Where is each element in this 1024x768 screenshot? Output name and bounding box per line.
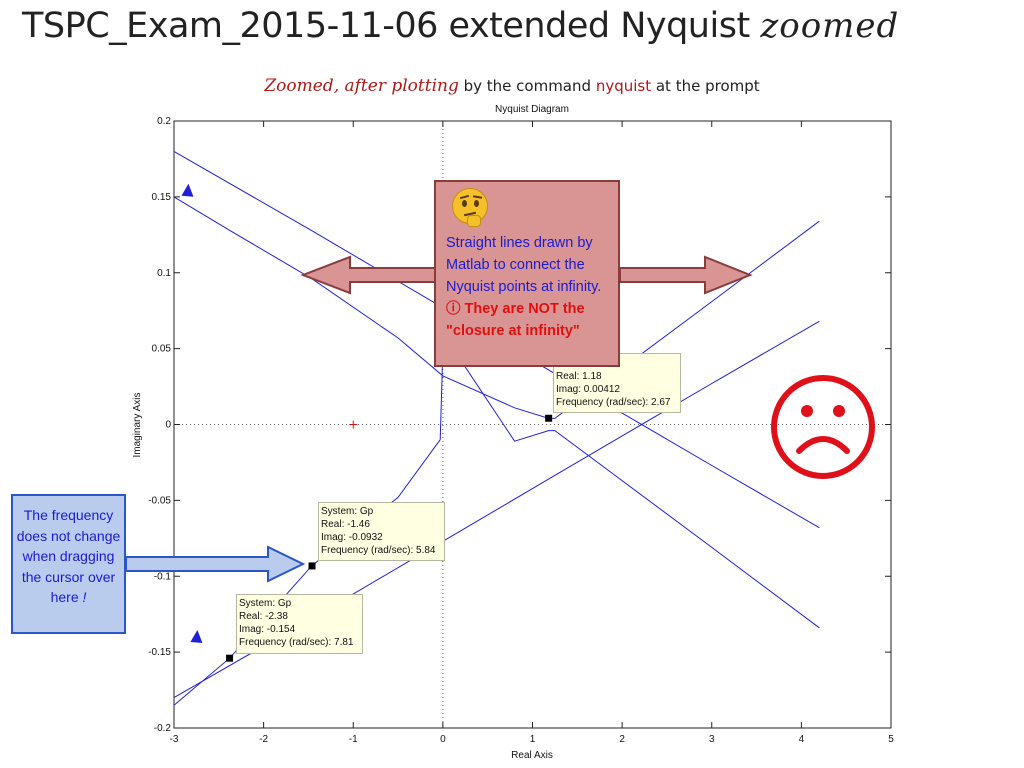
y-axis-label: Imaginary Axis — [132, 392, 143, 457]
y-tick-label: 0.05 — [152, 344, 172, 355]
y-tick-label: 0.1 — [157, 268, 171, 279]
y-tick-label: -0.15 — [148, 647, 171, 658]
subtitle-end: at the prompt — [651, 77, 760, 95]
slide-subtitle: Zoomed, after plotting by the command ny… — [0, 76, 1024, 96]
datatip-line: System: Gp — [321, 506, 374, 517]
datatip-marker-3 — [226, 654, 234, 662]
callout-warning: ⓘ They are NOT the "closure at infinity" — [446, 301, 585, 339]
datatip-2[interactable]: System: Gp Real: -1.46 Imag: -0.0932 Fre… — [318, 502, 445, 561]
frowning-face-icon — [771, 375, 875, 479]
x-tick-label: 0 — [440, 734, 446, 745]
datatip-line: Real: -2.38 — [239, 611, 288, 622]
plot-annotations — [181, 183, 553, 662]
x-tick-label: 2 — [619, 734, 625, 745]
datatip-marker-1 — [545, 414, 553, 422]
x-tick-label: -3 — [170, 734, 179, 745]
frequency-note-text: The frequency does not change when dragg… — [16, 507, 121, 605]
datatip-line: System: Gp — [239, 598, 292, 609]
direction-arrow-marker-1 — [181, 183, 194, 197]
nyquist-series-line-1 — [173, 150, 820, 529]
datatip-3[interactable]: System: Gp Real: -2.38 Imag: -0.154 Freq… — [236, 594, 363, 654]
x-tick-label: 5 — [888, 734, 894, 745]
double-arrow — [300, 255, 753, 295]
right-arrow — [619, 255, 753, 295]
subtitle-command: nyquist — [595, 77, 652, 95]
y-tick-label: 0 — [165, 420, 171, 431]
y-tick-label: 0.15 — [152, 192, 172, 203]
nyquist-series-line-3 — [173, 196, 820, 419]
datatip-line: Real: 1.18 — [556, 371, 602, 382]
datatip-line: Real: -1.46 — [321, 519, 370, 530]
info-icon: ⓘ — [446, 301, 461, 317]
y-tick-label: 0.2 — [157, 116, 171, 127]
callout-line1: Straight lines drawn by Matlab to connec… — [446, 235, 602, 295]
left-arrow — [300, 255, 436, 295]
x-tick-label: 3 — [709, 734, 715, 745]
datatip-marker-2 — [308, 562, 316, 570]
direction-arrow-marker-2 — [190, 629, 203, 643]
x-tick-label: 1 — [530, 734, 536, 745]
x-tick-label: -1 — [349, 734, 358, 745]
chart-title: Nyquist Diagram — [495, 104, 569, 115]
x-tick-label: -2 — [259, 734, 268, 745]
x-axis-label: Real Axis — [511, 750, 553, 761]
datatip-line: Frequency (rad/sec): 5.84 — [321, 545, 436, 556]
thinking-face-icon — [452, 188, 488, 227]
frequency-note-emphasis: ! — [82, 589, 87, 605]
datatip-line: Imag: 0.00412 — [556, 384, 620, 395]
subtitle-mid: by the command — [458, 77, 596, 95]
callout-text: Straight lines drawn by Matlab to connec… — [446, 232, 616, 342]
y-tick-label: -0.1 — [154, 571, 172, 582]
datatip-line: Imag: -0.0932 — [321, 532, 383, 543]
title-main: TSPC_Exam_2015-11-06 extended Nyquist — [22, 6, 761, 46]
slide-title: TSPC_Exam_2015-11-06 extended Nyquist zo… — [22, 6, 899, 46]
title-italic: zoomed — [760, 6, 900, 46]
straight-lines-callout: Straight lines drawn by Matlab to connec… — [434, 180, 620, 367]
axis-ticks: -3 -2 -1 0 1 2 3 4 5 -0.2 -0.15 -0.1 -0.05 0 0.05 0.1 0.… — [148, 116, 894, 745]
y-tick-label: -0.05 — [148, 495, 171, 506]
subtitle-italic: Zoomed, after plotting — [264, 76, 459, 96]
datatip-line: Frequency (rad/sec): 7.81 — [239, 637, 354, 648]
datatip-line: Imag: -0.154 — [239, 624, 296, 635]
y-tick-label: -0.2 — [154, 723, 172, 734]
frequency-note: The frequency does not change when dragg… — [11, 494, 126, 634]
pointer-arrow — [125, 545, 306, 583]
x-tick-label: 4 — [799, 734, 805, 745]
datatip-line: Frequency (rad/sec): 2.67 — [556, 397, 671, 408]
